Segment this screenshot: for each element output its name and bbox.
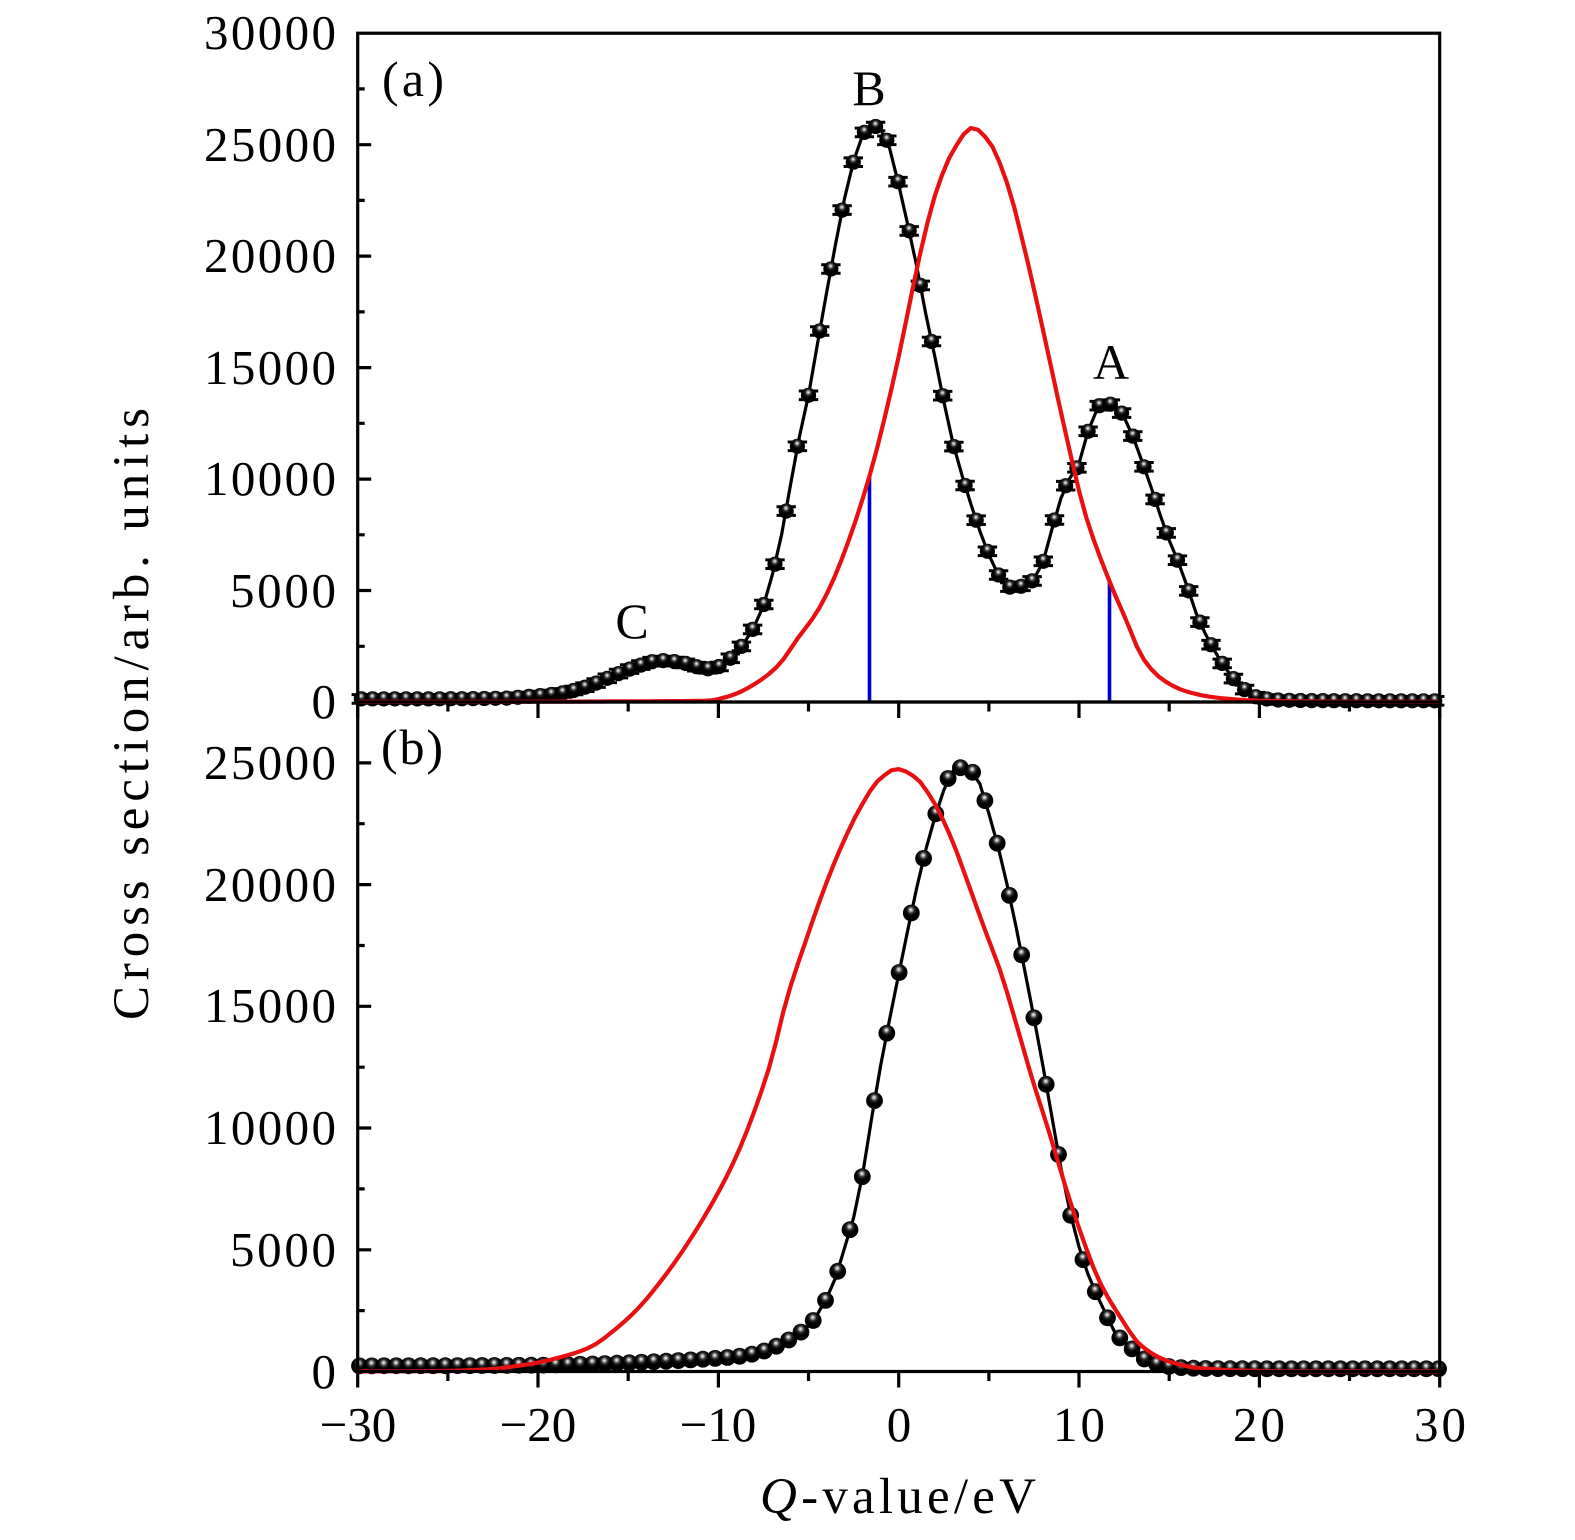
svg-text:25000: 25000	[204, 735, 336, 790]
svg-text:−20: −20	[500, 1397, 577, 1452]
svg-text:30000: 30000	[204, 5, 336, 60]
svg-text:C: C	[615, 593, 648, 649]
svg-text:0: 0	[887, 1397, 912, 1452]
svg-text:0: 0	[312, 674, 337, 729]
svg-text:10000: 10000	[204, 1100, 336, 1155]
svg-text:Q-value/eV: Q-value/eV	[760, 1469, 1036, 1525]
svg-text:10000: 10000	[204, 451, 336, 506]
svg-text:−10: −10	[680, 1397, 757, 1452]
svg-text:(b): (b)	[381, 719, 443, 775]
svg-text:Cross section/arb. units: Cross section/arb. units	[104, 408, 160, 1020]
svg-text:15000: 15000	[204, 340, 336, 395]
svg-text:B: B	[852, 60, 885, 116]
svg-text:20000: 20000	[204, 857, 336, 912]
svg-text:0: 0	[312, 1344, 337, 1399]
svg-text:20000: 20000	[204, 228, 336, 283]
svg-text:(a): (a)	[382, 51, 444, 107]
svg-text:A: A	[1093, 334, 1129, 390]
svg-text:15000: 15000	[204, 978, 336, 1033]
svg-text:25000: 25000	[204, 117, 336, 172]
svg-text:−30: −30	[320, 1397, 397, 1452]
